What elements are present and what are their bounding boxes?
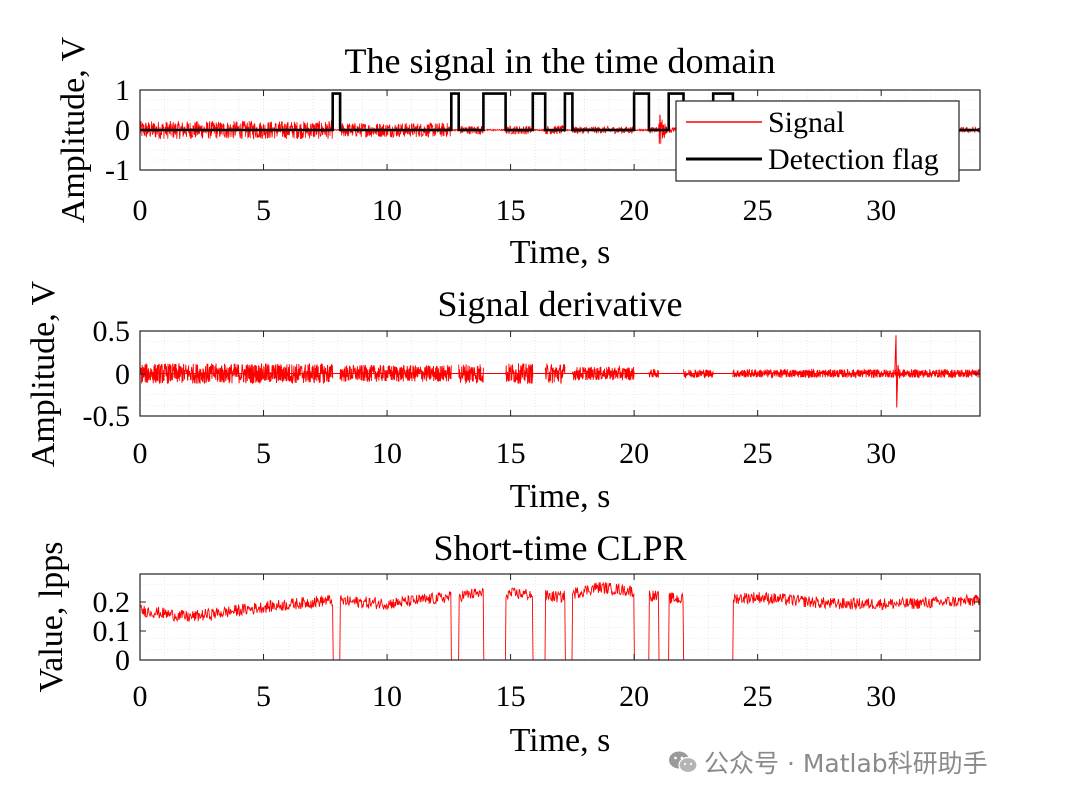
panel-clpr: 0 5 10 15 20 25 30 00.10.2 Short-time CLPR Tim… bbox=[33, 528, 981, 759]
y-ticks-signal: -1 0 1 bbox=[105, 74, 980, 187]
derivative-burst bbox=[571, 364, 635, 381]
x-tick-label: 0 bbox=[133, 680, 148, 713]
derivative-burst bbox=[339, 364, 452, 383]
x-tick-label: 10 bbox=[372, 437, 402, 470]
y-label-derivative: Amplitude, V bbox=[25, 280, 62, 467]
panel-derivative: 0 5 10 15 20 25 30 -0.500.5 Signal derivative … bbox=[25, 280, 981, 515]
legend-box bbox=[675, 100, 960, 182]
y-tick-label: -0.5 bbox=[83, 400, 131, 433]
x-tick-label: 20 bbox=[619, 680, 649, 713]
legend-entry-flag: Detection flag bbox=[768, 143, 939, 176]
x-tick-label: 0 bbox=[133, 437, 148, 470]
legend-entry-signal: Signal bbox=[768, 106, 845, 139]
x-ticks-derivative: 0 5 10 15 20 25 30 bbox=[133, 331, 896, 470]
y-label-clpr: Value, lpps bbox=[33, 541, 70, 692]
derivative-burst bbox=[458, 364, 484, 384]
x-tick-label: 30 bbox=[866, 194, 896, 227]
x-label-derivative: Time, s bbox=[510, 478, 611, 515]
derivative-burst bbox=[544, 363, 566, 384]
y-label-signal: Amplitude, V bbox=[55, 36, 92, 223]
derivative-burst bbox=[732, 368, 980, 379]
x-tick-label: 5 bbox=[256, 680, 271, 713]
x-tick-label: 20 bbox=[619, 437, 649, 470]
x-tick-label: 30 bbox=[866, 680, 896, 713]
x-ticks-signal: 0 5 10 15 20 25 30 bbox=[133, 90, 896, 227]
x-tick-label: 25 bbox=[743, 437, 773, 470]
x-tick-label: 15 bbox=[496, 194, 526, 227]
x-tick-label: 25 bbox=[743, 680, 773, 713]
x-tick-label: 30 bbox=[866, 437, 896, 470]
x-tick-label: 10 bbox=[372, 680, 402, 713]
wechat-icon bbox=[669, 751, 698, 774]
watermark-text: 公众号 · Matlab科研助手 bbox=[704, 749, 988, 778]
watermark: 公众号 · Matlab科研助手 bbox=[668, 744, 988, 780]
panel-signal: 0 5 10 15 20 25 30 -101 The signal in the time… bbox=[55, 36, 981, 271]
chart-title-derivative: Signal derivative bbox=[438, 284, 683, 324]
plot-area-clpr bbox=[140, 581, 980, 660]
y-tick-label: 0 bbox=[115, 644, 130, 677]
series-clpr bbox=[140, 581, 980, 660]
legend: Signal Detection flag bbox=[675, 100, 960, 182]
derivative-burst bbox=[140, 362, 334, 384]
x-ticks-clpr: 0 5 10 15 20 25 30 bbox=[133, 574, 896, 713]
y-ticks-clpr: 00.10.2 bbox=[93, 586, 980, 677]
grid-clpr bbox=[140, 574, 980, 660]
x-tick-label: 10 bbox=[372, 194, 402, 227]
y-tick-label: 0 bbox=[115, 114, 130, 147]
derivative-burst bbox=[648, 368, 660, 378]
x-tick-label: 15 bbox=[496, 437, 526, 470]
x-tick-label: 25 bbox=[743, 194, 773, 227]
plot-area-derivative bbox=[140, 335, 980, 408]
y-tick-label: 0.2 bbox=[93, 586, 131, 619]
y-ticks-derivative: -0.5 0 0.5 bbox=[83, 315, 980, 433]
x-tick-label: 5 bbox=[256, 194, 271, 227]
y-tick-label: 0 bbox=[115, 358, 130, 391]
y-tick-label: -1 bbox=[105, 154, 130, 187]
chart-title-clpr: Short-time CLPR bbox=[433, 528, 686, 568]
derivative-burst bbox=[683, 369, 714, 379]
y-tick-label: 1 bbox=[115, 74, 130, 107]
x-label-signal: Time, s bbox=[510, 234, 611, 271]
x-tick-label: 20 bbox=[619, 194, 649, 227]
y-tick-label: 0.5 bbox=[93, 315, 131, 348]
chart-title-signal: The signal in the time domain bbox=[345, 41, 776, 81]
x-tick-label: 0 bbox=[133, 194, 148, 227]
derivative-burst bbox=[505, 363, 534, 385]
derivative-spike bbox=[894, 335, 901, 408]
x-label-clpr: Time, s bbox=[510, 722, 611, 759]
axes-box-clpr bbox=[139, 573, 981, 661]
x-tick-label: 15 bbox=[496, 680, 526, 713]
x-tick-label: 5 bbox=[256, 437, 271, 470]
y-tick-label: 0.1 bbox=[93, 615, 131, 648]
